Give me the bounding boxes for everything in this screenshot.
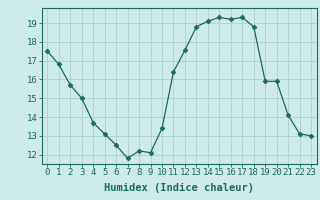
X-axis label: Humidex (Indice chaleur): Humidex (Indice chaleur) bbox=[104, 183, 254, 193]
